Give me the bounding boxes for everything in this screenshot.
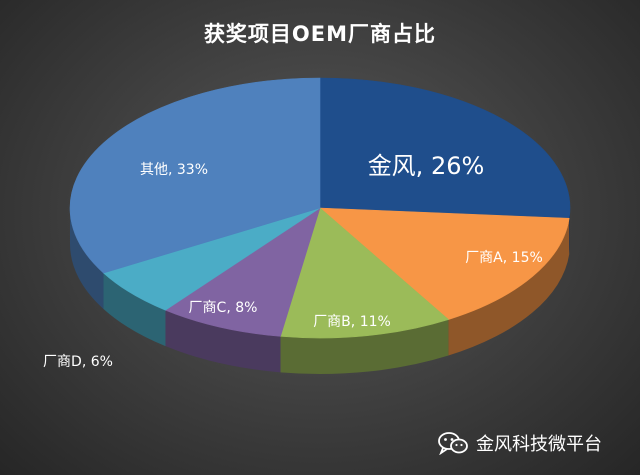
slice-side-2	[280, 319, 449, 374]
slice-label-3: 厂商C, 8%	[189, 300, 258, 316]
chart-title: 获奖项目OEM厂商占比	[203, 22, 437, 46]
slice-side-5	[70, 208, 104, 309]
watermark: 金风科技微平台	[438, 429, 602, 457]
pie-slice-2	[280, 207, 450, 339]
watermark-text: 金风科技微平台	[476, 434, 602, 455]
pie-sides	[70, 208, 570, 374]
slice-side-0	[569, 208, 570, 255]
pie-slice-1	[319, 207, 570, 320]
slice-label-2: 厂商B, 11%	[313, 314, 391, 330]
pie-labels: 金风, 26% 厂商A, 15% 厂商B, 11% 厂商C, 8% 厂商D, 6% 其他,…	[43, 152, 543, 370]
slice-label-0: 金风, 26%	[368, 152, 485, 180]
slice-side-4	[103, 273, 166, 347]
pie-top	[69, 77, 571, 339]
slice-side-3	[165, 310, 281, 373]
pie-slice-5	[69, 77, 321, 274]
slice-side-1	[448, 218, 570, 356]
slice-label-4: 厂商D, 6%	[43, 354, 113, 370]
slice-label-1: 厂商A, 15%	[465, 250, 543, 266]
slice-label-5: 其他, 33%	[140, 162, 208, 178]
pie-slice-3	[164, 207, 321, 337]
wechat-icon	[438, 432, 468, 455]
pie-slice-0	[319, 77, 571, 219]
